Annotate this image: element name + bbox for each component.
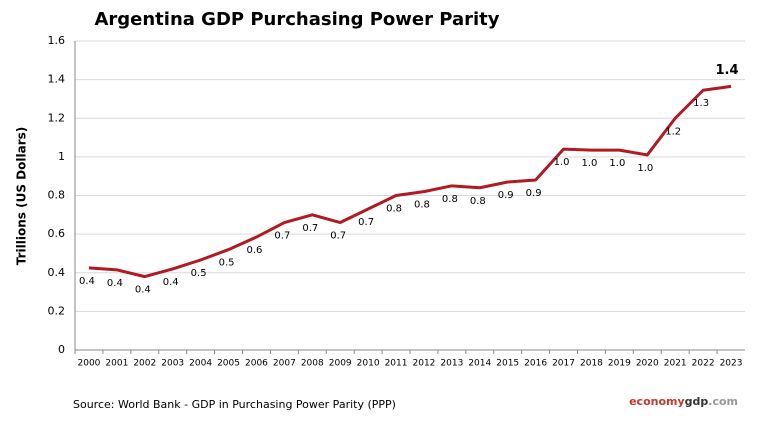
x-tick-label: 2022 [692, 359, 715, 369]
value-label: 0.9 [498, 190, 514, 201]
value-label: 0.4 [79, 276, 95, 287]
x-tick-label: 2006 [245, 359, 268, 369]
x-tick-label: 2000 [78, 359, 101, 369]
x-tick-label: 2018 [580, 359, 603, 369]
x-tick-label: 2003 [161, 359, 184, 369]
brand-part: economy [629, 395, 685, 408]
value-label: 1.2 [665, 126, 681, 137]
value-label: 0.4 [107, 278, 123, 289]
value-label: 0.8 [442, 194, 458, 205]
x-tick-label: 2007 [273, 359, 296, 369]
data-line [88, 84, 732, 279]
x-tick-label: 2009 [329, 359, 352, 369]
value-label: 1.4 [716, 63, 739, 78]
y-tick-label: 0.6 [48, 227, 66, 240]
x-tick-label: 2010 [357, 359, 380, 369]
x-tick-label: 2015 [496, 359, 519, 369]
y-tick-label: 0 [58, 343, 65, 356]
x-tick-label: 2014 [468, 359, 491, 369]
value-label: 1.0 [637, 163, 653, 174]
y-tick-label: 0.4 [48, 266, 66, 279]
x-tick-label: 2004 [189, 359, 212, 369]
value-label: 1.0 [609, 158, 625, 169]
x-tick-label: 2012 [413, 359, 436, 369]
value-label: 0.8 [414, 200, 430, 211]
value-label: 0.5 [191, 268, 207, 279]
value-label: 0.4 [135, 285, 151, 296]
x-tick-label: 2002 [133, 359, 156, 369]
value-label: 1.0 [582, 158, 598, 169]
value-label: 0.6 [247, 245, 263, 256]
brand-part: .com [708, 395, 738, 408]
y-tick-label: 0.8 [48, 189, 66, 202]
value-label: 0.7 [358, 217, 374, 228]
value-label: 0.7 [330, 231, 346, 242]
x-tick-label: 2001 [105, 359, 128, 369]
x-tick-label: 2016 [524, 359, 547, 369]
x-tick-label: 2013 [440, 359, 463, 369]
value-label: 1.0 [554, 157, 570, 168]
x-tick-label: 2019 [608, 359, 631, 369]
y-axis-label: Trillions (US Dollars) [15, 127, 29, 265]
x-tick-label: 2023 [720, 359, 743, 369]
brand: economygdp.com [629, 395, 738, 408]
source-note: Source: World Bank - GDP in Purchasing P… [73, 398, 396, 411]
value-label: 0.8 [470, 196, 486, 207]
x-tick-label: 2005 [217, 359, 240, 369]
y-tick-label: 1.4 [48, 73, 66, 86]
y-tick-label: 1 [58, 150, 65, 163]
value-label: 0.9 [526, 188, 542, 199]
y-tick-label: 1.2 [48, 111, 66, 124]
brand-part: gdp [685, 395, 709, 408]
chart-title: Argentina GDP Purchasing Power Parity [94, 9, 499, 30]
value-label: 0.8 [386, 204, 402, 215]
x-tick-label: 2017 [552, 359, 575, 369]
x-tick-label: 2008 [301, 359, 324, 369]
value-label: 1.3 [693, 98, 709, 109]
value-label: 0.7 [274, 231, 290, 242]
value-label: 0.7 [302, 223, 318, 234]
y-tick-label: 0.2 [48, 304, 66, 317]
x-tick-label: 2011 [385, 359, 408, 369]
value-label: 0.4 [163, 277, 179, 288]
x-tick-label: 2020 [636, 359, 659, 369]
value-label: 0.5 [219, 258, 235, 269]
x-tick-label: 2021 [664, 359, 687, 369]
y-tick-label: 1.6 [48, 34, 66, 47]
